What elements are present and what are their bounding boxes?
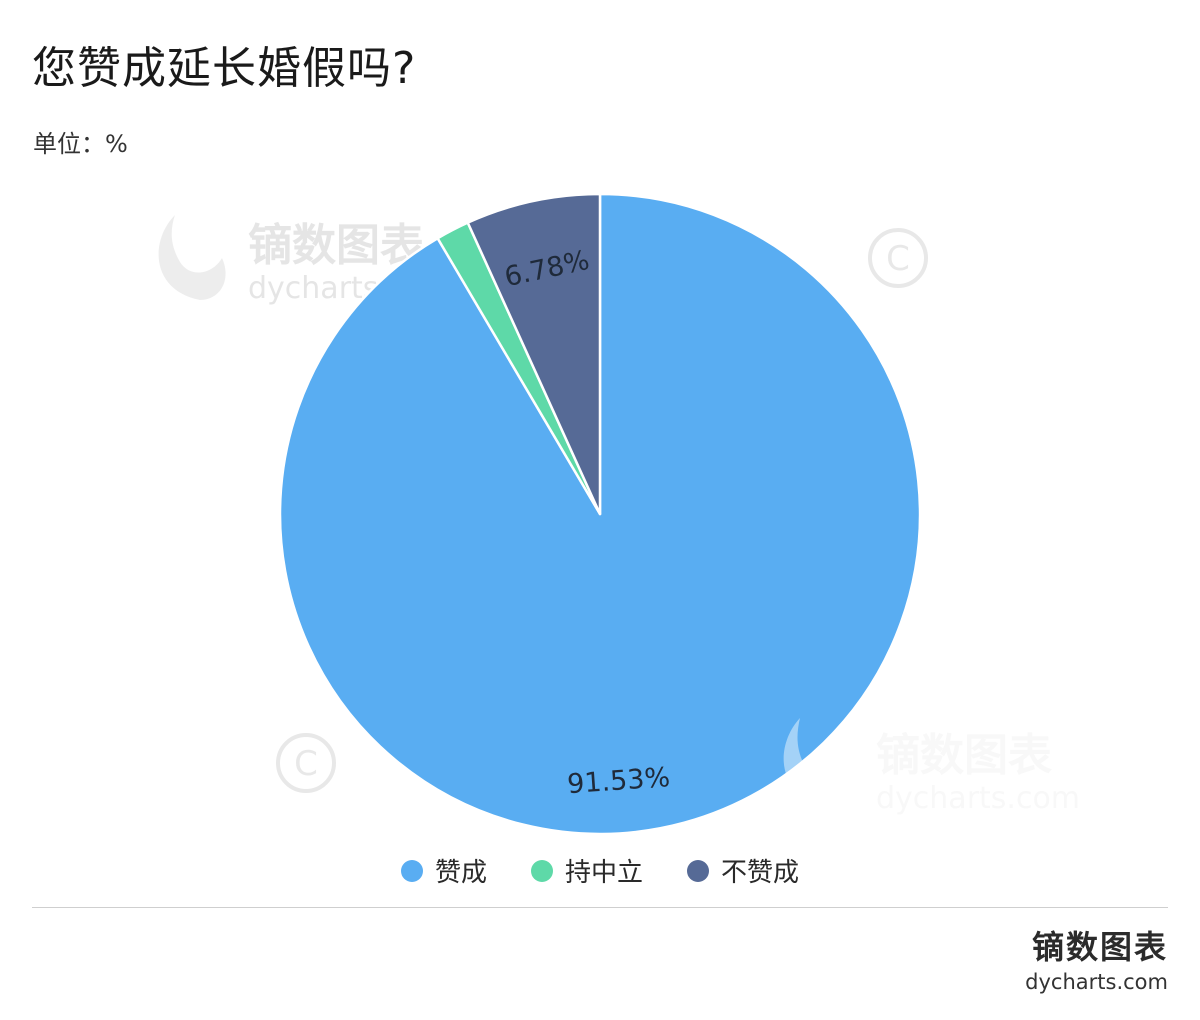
watermark-logo-icon (158, 215, 226, 300)
brand-footer: 镝数图表 dycharts.com (1025, 922, 1168, 994)
watermark-copyright-top: C (868, 228, 928, 288)
legend-item-3[interactable]: 不赞成 (687, 852, 799, 889)
watermark-copyright-bottom: C (276, 733, 336, 793)
watermark-overlay: 镝数图表 dycharts.com (783, 718, 1080, 816)
pie-slices (278, 192, 922, 836)
legend-label: 赞成 (434, 858, 487, 888)
unit-label: 单位：% (33, 130, 128, 158)
watermark-name: 镝数图表 (248, 220, 424, 271)
brand-url: dycharts.com (1025, 970, 1168, 994)
copyright-symbol: C (886, 239, 910, 279)
watermark-url: dycharts.com (876, 781, 1080, 816)
watermark-name: 镝数图表 (876, 730, 1052, 781)
legend-item-1[interactable]: 赞成 (400, 852, 487, 889)
legend-label: 不赞成 (721, 858, 800, 888)
chart-legend: 赞成 持中立 不赞成 (0, 852, 1200, 889)
legend-label: 持中立 (564, 858, 643, 888)
legend-swatch (687, 859, 709, 882)
legend-item-2[interactable]: 持中立 (530, 852, 643, 889)
legend-swatch (400, 859, 423, 882)
data-label-1: 91.53% (566, 762, 671, 800)
copyright-icon (276, 733, 336, 793)
footer-divider (32, 907, 1168, 908)
watermark-logo-icon (783, 718, 852, 806)
pie-slice-3 (466, 192, 602, 516)
chart-title: 您赞成延长婚假吗? (32, 43, 417, 94)
brand-name: 镝数图表 (1031, 928, 1168, 966)
legend-swatch (530, 859, 553, 882)
copyright-icon (868, 228, 928, 288)
copyright-symbol: C (294, 744, 318, 784)
